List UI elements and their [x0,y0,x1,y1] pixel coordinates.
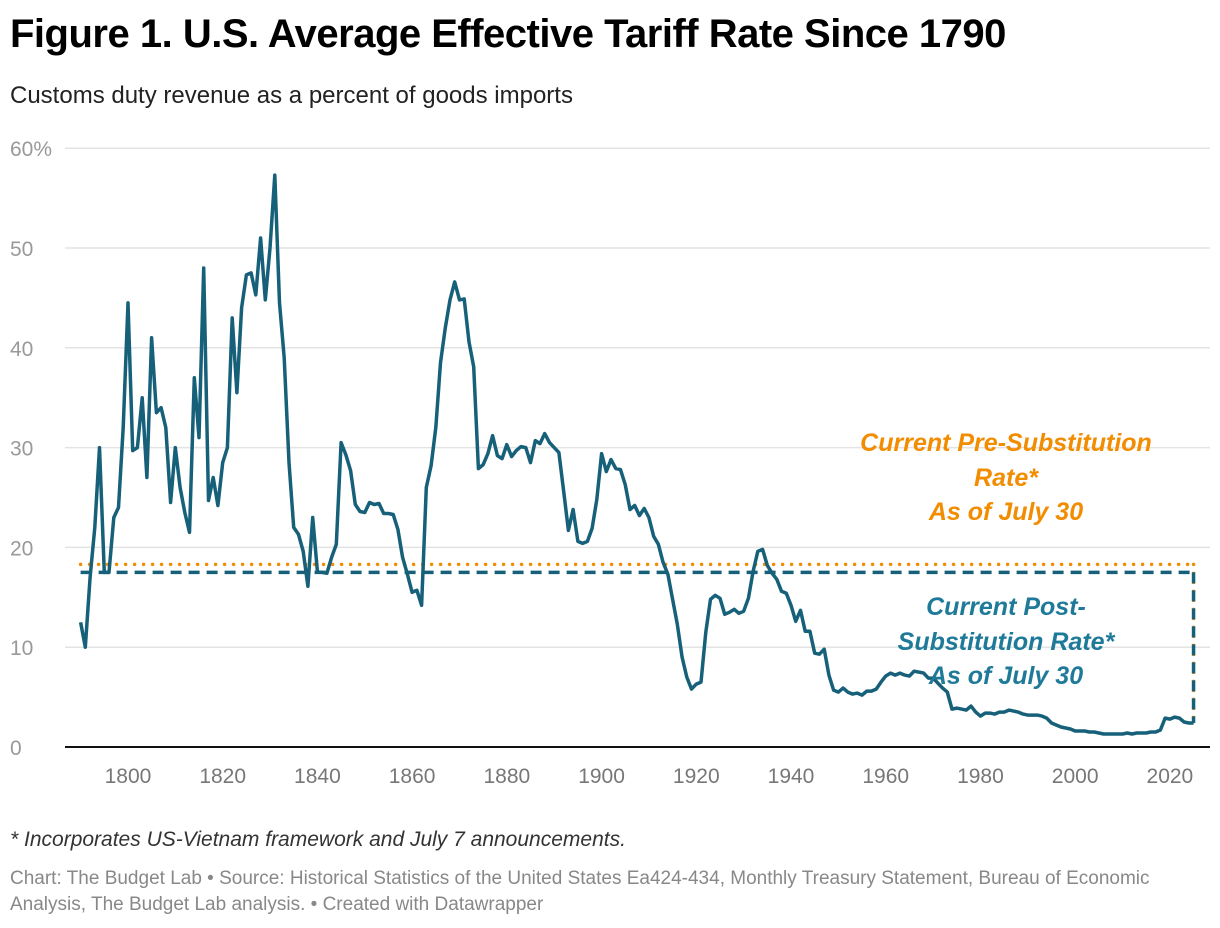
x-tick-label: 1860 [389,765,436,788]
post-substitution-label: Current Post- [926,593,1086,621]
y-tick-label: 40 [10,338,33,361]
x-tick-label: 1880 [483,765,530,788]
x-tick-label: 1940 [768,765,815,788]
chart-subtitle: Customs duty revenue as a percent of goo… [10,82,573,109]
y-tick-label: 20 [10,537,33,560]
x-tick-label: 1900 [578,765,625,788]
x-tick-label: 1820 [199,765,246,788]
x-tick-label: 1800 [105,765,152,788]
y-tick-label: 10 [10,637,33,660]
chart-title: Figure 1. U.S. Average Effective Tariff … [10,12,1006,56]
y-tick-label: 50 [10,238,33,261]
x-tick-label: 2020 [1147,765,1194,788]
x-tick-label: 1840 [294,765,341,788]
x-tick-label: 2000 [1052,765,1099,788]
pre-substitution-label: Current Pre-Substitution [860,429,1152,457]
post-substitution-label: As of July 30 [928,662,1083,690]
footnote: * Incorporates US-Vietnam framework and … [10,828,626,851]
x-tick-label: 1980 [957,765,1004,788]
tariff-rate-line [78,173,1194,736]
y-tick-label: 60% [10,138,52,161]
x-tick-label: 1960 [862,765,909,788]
y-tick-label: 0 [10,737,22,760]
source-note: Chart: The Budget Lab • Source: Historic… [10,868,1150,915]
x-tick-label: 1920 [673,765,720,788]
y-tick-label: 30 [10,438,33,461]
pre-substitution-label: As of July 30 [928,498,1083,526]
pre-substitution-label: Rate* [974,464,1039,492]
post-substitution-label: Substitution Rate* [898,628,1116,656]
